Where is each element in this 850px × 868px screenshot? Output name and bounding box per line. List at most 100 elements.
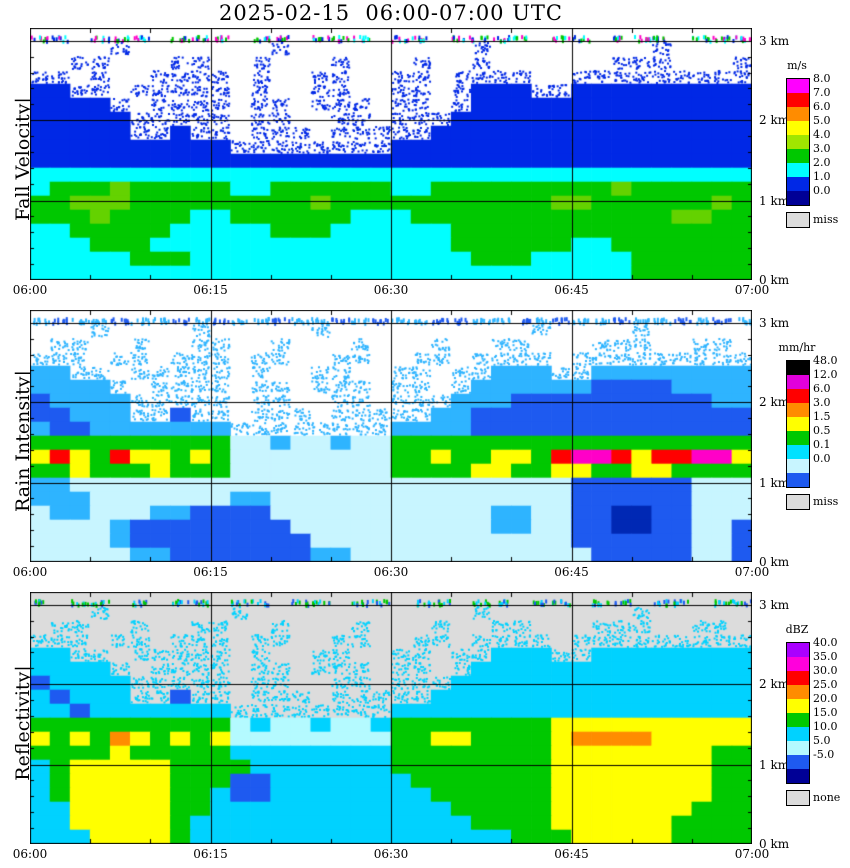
colorbar-tick-label: 1.5 (813, 410, 831, 423)
colorbar-missing-swatch (786, 494, 810, 510)
colorbar-segment (787, 79, 809, 93)
colorbar-missing-label: miss (813, 495, 839, 508)
colorbar-segment (787, 135, 809, 149)
colorbar-segment (787, 459, 809, 473)
colorbar-segment (787, 699, 809, 713)
colorbar-rain-intensity (786, 360, 810, 488)
x-tick-label: 07:00 (734, 283, 770, 297)
colorbar-tick-label: -5.0 (813, 748, 835, 761)
colorbar-segment (787, 643, 809, 657)
y-tick-label: 0 km (759, 273, 790, 287)
colorbar-segment (787, 671, 809, 685)
y-tick-label: 3 km (759, 34, 790, 48)
colorbar-segment (787, 403, 809, 417)
colorbar-segment (787, 177, 809, 191)
colorbar-missing-label: miss (813, 213, 839, 226)
colorbar-segment (787, 375, 809, 389)
x-tick-label: 06:15 (193, 847, 228, 861)
colorbar-segment (787, 149, 809, 163)
x-tick-label: 06:00 (12, 847, 48, 861)
colorbar-segment (787, 473, 809, 487)
colorbar-fall-velocity (786, 78, 810, 206)
colorbar-tick-label: 20.0 (813, 692, 838, 705)
colorbar-tick-label: 12.0 (813, 368, 838, 381)
colorbar-tick-label: 3.0 (813, 396, 831, 409)
x-tick-label: 06:45 (554, 847, 589, 861)
colorbar-segment (787, 163, 809, 177)
x-tick-label: 06:30 (373, 283, 409, 297)
colorbar-tick-label: 4.0 (813, 128, 831, 141)
y-tick-label: 1 km (759, 194, 790, 208)
colorbar-tick-label: 0.0 (813, 184, 831, 197)
colorbar-segment (787, 445, 809, 459)
colorbar-segment (787, 93, 809, 107)
colorbar-tick-label: 15.0 (813, 706, 838, 719)
colorbar-unit: mm/hr (778, 341, 816, 354)
colorbar-missing-label: none (813, 791, 841, 804)
colorbar-segment (787, 685, 809, 699)
colorbar-segment (787, 713, 809, 727)
colorbar-tick-label: 8.0 (813, 72, 831, 85)
colorbar-tick-label: 0.5 (813, 424, 831, 437)
y-tick-label: 2 km (759, 395, 790, 409)
colorbar-segment (787, 755, 809, 769)
y-tick-label: 3 km (759, 598, 790, 612)
colorbar-tick-label: 40.0 (813, 636, 838, 649)
x-tick-label: 06:00 (12, 283, 48, 297)
colorbar-tick-label: 6.0 (813, 382, 831, 395)
colorbar-segment (787, 107, 809, 121)
colorbar-segment (787, 769, 809, 783)
colorbar-tick-label: 2.0 (813, 156, 831, 169)
colorbar-tick-label: 1.0 (813, 170, 831, 183)
x-tick-label: 06:15 (193, 283, 228, 297)
colorbar-tick-label: 30.0 (813, 664, 838, 677)
colorbar-missing-swatch (786, 790, 810, 806)
colorbar-tick-label: 3.0 (813, 142, 831, 155)
y-tick-label: 1 km (759, 758, 790, 772)
x-tick-label: 07:00 (734, 565, 770, 579)
colorbar-segment (787, 191, 809, 205)
colorbar-unit: m/s (787, 59, 807, 72)
colorbar-tick-label: 10.0 (813, 720, 838, 733)
x-tick-label: 07:00 (734, 847, 770, 861)
colorbar-segment (787, 417, 809, 431)
reflectivity-heatmap (30, 592, 752, 844)
y-tick-label: 0 km (759, 555, 790, 569)
colorbar-segment (787, 361, 809, 375)
colorbar-tick-label: 0.0 (813, 452, 831, 465)
colorbar-tick-label: 48.0 (813, 354, 838, 367)
panel-rain-intensity: Rain Intensity| 3 km 2 km 1 km 0 km 06:0… (0, 310, 850, 579)
colorbar-tick-label: 6.0 (813, 100, 831, 113)
y-tick-label: 0 km (759, 837, 790, 851)
fall-velocity-heatmap (30, 28, 752, 280)
x-tick-label: 06:30 (373, 565, 409, 579)
x-tick-label: 06:45 (554, 283, 589, 297)
rain-intensity-heatmap (30, 310, 752, 562)
y-tick-label: 2 km (759, 113, 790, 127)
x-tick-label: 06:00 (12, 565, 48, 579)
colorbar-tick-label: 5.0 (813, 114, 831, 127)
colorbar-reflectivity (786, 642, 810, 784)
colorbar-tick-label: 0.1 (813, 438, 831, 451)
colorbar-segment (787, 657, 809, 671)
x-tick-label: 06:45 (554, 565, 589, 579)
colorbar-unit: dBZ (785, 623, 809, 636)
colorbar-segment (787, 431, 809, 445)
colorbar-tick-label: 35.0 (813, 650, 838, 663)
colorbar-segment (787, 727, 809, 741)
colorbar-missing-swatch (786, 212, 810, 228)
y-tick-label: 2 km (759, 677, 790, 691)
x-tick-label: 06:30 (373, 847, 409, 861)
colorbar-segment (787, 121, 809, 135)
x-tick-label: 06:15 (193, 565, 228, 579)
y-tick-label: 3 km (759, 316, 790, 330)
chart-title: 2025-02-15 06:00-07:00 UTC (218, 1, 563, 25)
colorbar-tick-label: 7.0 (813, 86, 831, 99)
colorbar-segment (787, 389, 809, 403)
colorbar-tick-label: 25.0 (813, 678, 838, 691)
colorbar-segment (787, 741, 809, 755)
panel-fall-velocity: Fall Velocity| 3 km 2 km 1 km 0 km 06:00… (0, 28, 850, 297)
y-tick-label: 1 km (759, 476, 790, 490)
colorbar-tick-label: 5.0 (813, 734, 831, 747)
